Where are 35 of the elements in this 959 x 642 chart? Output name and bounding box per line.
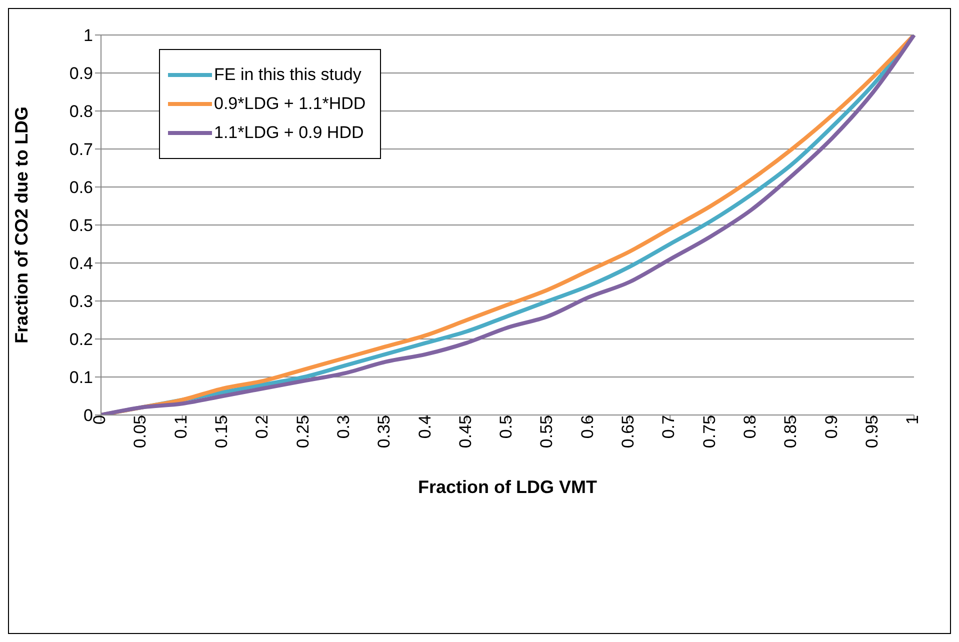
x-tick-label: 0.15 (212, 415, 232, 448)
x-tick-label: 1 (903, 415, 922, 424)
x-tick-label: 0.35 (374, 415, 394, 448)
y-tick-label: 0.5 (69, 216, 93, 236)
x-tick-label: 0.85 (781, 415, 800, 448)
x-tick-label: 0.7 (659, 415, 678, 439)
x-tick-label: 0.5 (496, 415, 516, 439)
x-tick-label: 0.55 (537, 415, 556, 448)
y-tick-label: 0.4 (69, 254, 93, 274)
x-tick-label: 0.45 (456, 415, 475, 448)
x-tick-label: 0.95 (862, 415, 882, 448)
y-tick-label: 0.3 (69, 292, 93, 312)
x-tick-label: 0.1 (171, 415, 190, 439)
legend-label: 1.1*LDG + 0.9 HDD (214, 123, 364, 143)
x-tick-label: 0.4 (415, 415, 434, 439)
x-tick-label: 0.2 (252, 415, 272, 439)
x-tick-label: 0.6 (578, 415, 597, 439)
x-tick-label: 0.3 (334, 415, 353, 439)
legend-label: FE in this this study (214, 65, 362, 85)
x-tick-label: 0.8 (740, 415, 760, 439)
x-axis-title: Fraction of LDG VMT (418, 477, 597, 497)
legend-label: 0.9*LDG + 1.1*HDD (214, 94, 366, 114)
x-tick-label: 0.25 (293, 415, 312, 448)
x-tick-label: 0.75 (700, 415, 719, 448)
y-tick-label: 1 (84, 26, 93, 46)
y-tick-label: 0.9 (69, 64, 93, 84)
x-tick-label: 0.65 (618, 415, 638, 448)
x-tick-label: 0.05 (130, 415, 150, 448)
x-tick-label: 0.9 (822, 415, 841, 439)
y-axis-title: Fraction of CO2 due to LDG (11, 106, 32, 344)
y-tick-label: 0.8 (69, 102, 93, 122)
y-tick-label: 0.7 (69, 140, 93, 160)
y-tick-label: 0.1 (69, 368, 93, 388)
y-tick-label: 0.6 (69, 178, 93, 198)
y-tick-label: 0.2 (69, 330, 93, 350)
